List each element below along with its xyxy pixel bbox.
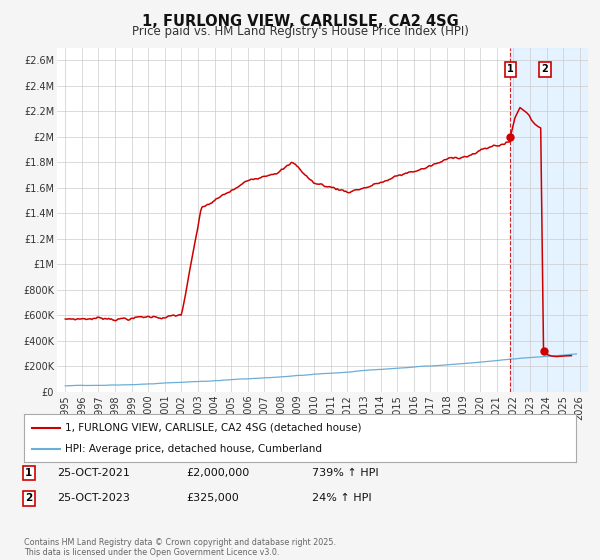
Text: HPI: Average price, detached house, Cumberland: HPI: Average price, detached house, Cumb…: [65, 444, 322, 454]
Text: 24% ↑ HPI: 24% ↑ HPI: [312, 493, 371, 503]
Text: 1, FURLONG VIEW, CARLISLE, CA2 4SG (detached house): 1, FURLONG VIEW, CARLISLE, CA2 4SG (deta…: [65, 423, 362, 433]
Text: 2: 2: [25, 493, 32, 503]
Text: 1, FURLONG VIEW, CARLISLE, CA2 4SG: 1, FURLONG VIEW, CARLISLE, CA2 4SG: [142, 14, 458, 29]
Text: 2: 2: [541, 64, 548, 74]
Text: 1: 1: [507, 64, 514, 74]
Text: 25-OCT-2021: 25-OCT-2021: [57, 468, 130, 478]
Text: 739% ↑ HPI: 739% ↑ HPI: [312, 468, 379, 478]
Text: Contains HM Land Registry data © Crown copyright and database right 2025.
This d: Contains HM Land Registry data © Crown c…: [24, 538, 336, 557]
Text: 25-OCT-2023: 25-OCT-2023: [57, 493, 130, 503]
Bar: [511, 48, 588, 392]
Text: £325,000: £325,000: [186, 493, 239, 503]
Text: £2,000,000: £2,000,000: [186, 468, 249, 478]
Text: 1: 1: [25, 468, 32, 478]
Text: Price paid vs. HM Land Registry's House Price Index (HPI): Price paid vs. HM Land Registry's House …: [131, 25, 469, 38]
